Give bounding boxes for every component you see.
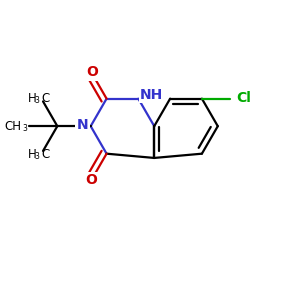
Text: C: C — [41, 148, 50, 160]
Text: N: N — [76, 118, 88, 132]
Text: 3: 3 — [22, 124, 27, 133]
Text: 3: 3 — [34, 152, 39, 161]
Text: Cl: Cl — [236, 91, 251, 105]
Text: H: H — [28, 92, 37, 105]
Text: NH: NH — [140, 88, 163, 102]
Text: C: C — [41, 92, 50, 105]
Text: H: H — [28, 148, 37, 160]
Text: CH: CH — [5, 120, 22, 133]
Text: O: O — [86, 65, 98, 79]
Text: 3: 3 — [34, 96, 39, 105]
Text: O: O — [85, 173, 97, 187]
